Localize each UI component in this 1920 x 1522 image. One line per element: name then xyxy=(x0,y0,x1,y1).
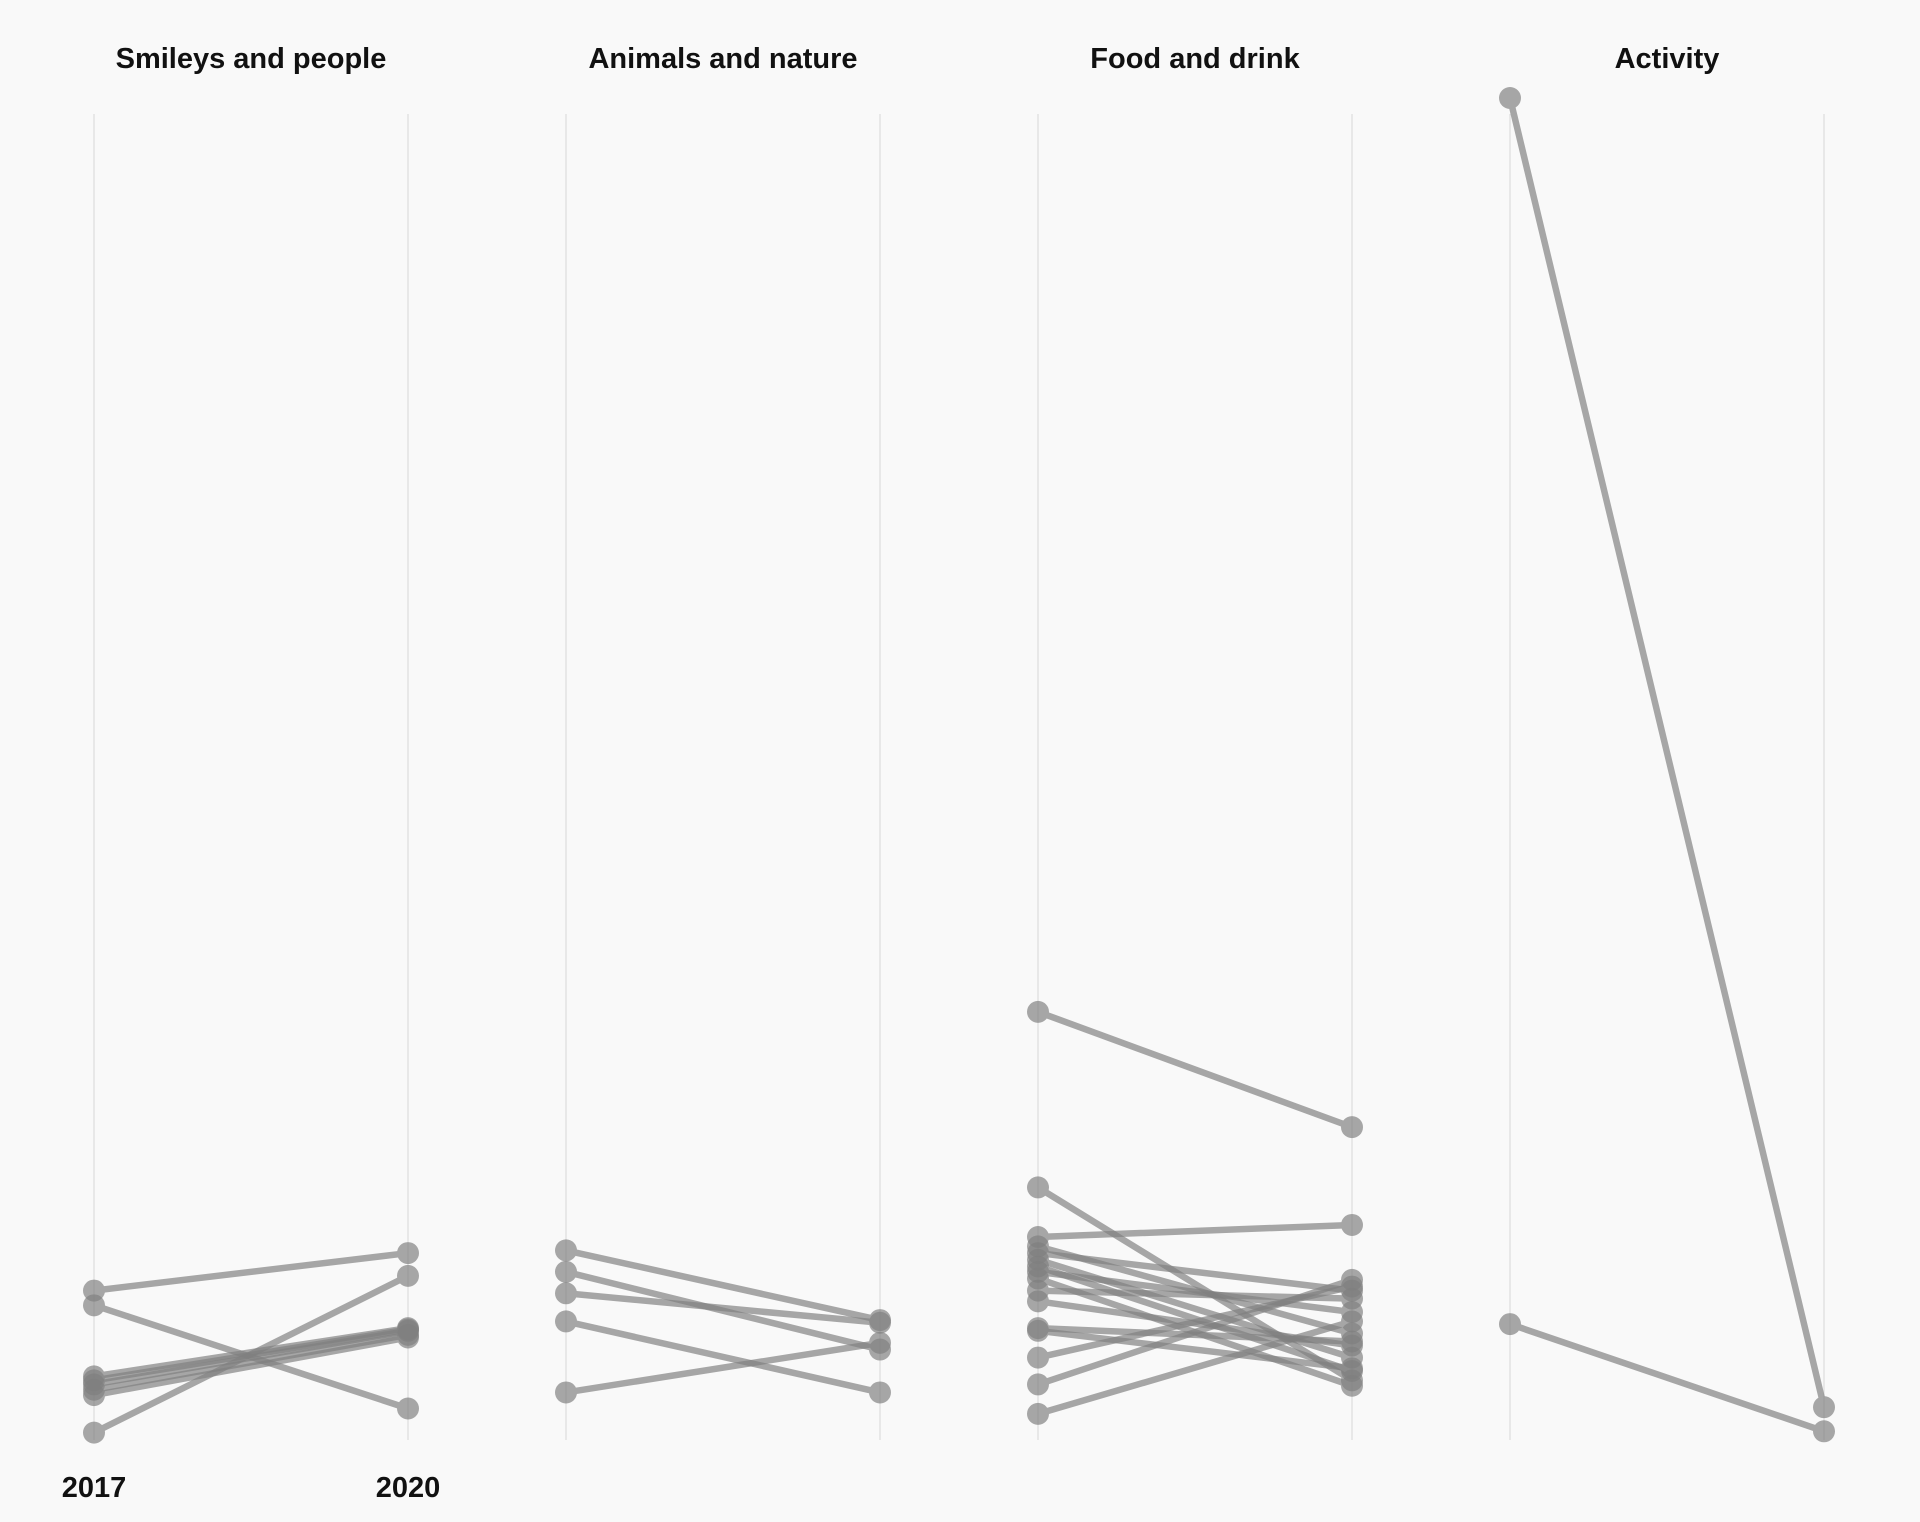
data-point-2020 xyxy=(1341,1116,1363,1139)
data-point-2017 xyxy=(83,1294,105,1317)
slope-line xyxy=(562,1339,884,1396)
slope-line xyxy=(1034,1249,1356,1294)
series-line xyxy=(1027,1310,1363,1425)
series-line xyxy=(83,1326,419,1407)
data-point-2017 xyxy=(1027,1346,1049,1369)
slope-line xyxy=(90,1249,412,1294)
data-point-2020 xyxy=(397,1397,419,1420)
slope-line xyxy=(1034,1327,1356,1372)
data-point-2020 xyxy=(397,1326,419,1349)
series-line xyxy=(1499,87,1835,1419)
chart-panels: Smileys and people 2017 2020 Animals and na… xyxy=(62,43,1835,1504)
data-point-2020 xyxy=(1341,1374,1363,1397)
data-point-2017 xyxy=(1027,1373,1049,1396)
data-point-2020 xyxy=(869,1381,891,1404)
series-line xyxy=(555,1310,891,1404)
data-point-2020 xyxy=(397,1242,419,1265)
slope-line xyxy=(1506,94,1828,1411)
panel-title: Smileys and people xyxy=(116,43,387,75)
slope-line xyxy=(90,1334,412,1399)
slope-line xyxy=(1034,1318,1356,1418)
panel-2: Food and drink xyxy=(1027,43,1363,1440)
data-point-2020 xyxy=(1341,1330,1363,1353)
slope-line xyxy=(1506,1320,1828,1435)
data-point-2017 xyxy=(555,1282,577,1305)
x-tick-label-2020: 2020 xyxy=(376,1472,441,1504)
data-point-2020 xyxy=(1341,1310,1363,1333)
series-line xyxy=(1027,1000,1363,1139)
data-point-2017 xyxy=(1499,1313,1521,1336)
data-point-2020 xyxy=(1813,1420,1835,1443)
x-tick-label-2017: 2017 xyxy=(62,1472,127,1504)
data-point-2017 xyxy=(1027,1290,1049,1313)
panel-title: Activity xyxy=(1615,43,1720,75)
slope-line xyxy=(562,1247,884,1324)
data-point-2017 xyxy=(1499,87,1521,109)
series-line xyxy=(555,1282,891,1334)
series-line xyxy=(1027,1213,1363,1248)
data-point-2017 xyxy=(1027,1000,1049,1023)
slope-line xyxy=(1034,1008,1356,1131)
data-point-2017 xyxy=(1027,1402,1049,1425)
series-line xyxy=(555,1331,891,1404)
data-point-2017 xyxy=(83,1384,105,1407)
data-point-2017 xyxy=(555,1310,577,1333)
series-line xyxy=(1027,1319,1363,1380)
series-line xyxy=(1499,1313,1835,1443)
data-point-2020 xyxy=(1341,1357,1363,1380)
data-point-2017 xyxy=(555,1381,577,1404)
panel-0: Smileys and people 2017 2020 xyxy=(62,43,441,1504)
panel-3: Activity xyxy=(1499,43,1835,1443)
slope-line xyxy=(90,1272,412,1436)
data-point-2020 xyxy=(1813,1396,1835,1419)
data-point-2017 xyxy=(555,1239,577,1262)
data-point-2017 xyxy=(1027,1176,1049,1199)
slope-line xyxy=(1034,1276,1356,1388)
slope-line xyxy=(562,1318,884,1396)
slope-line xyxy=(1034,1263,1356,1375)
data-point-2017 xyxy=(555,1260,577,1283)
slope-line xyxy=(1034,1221,1356,1241)
panel-title: Food and drink xyxy=(1090,43,1300,75)
data-point-2020 xyxy=(869,1331,891,1354)
series-line xyxy=(1027,1268,1363,1396)
data-point-2017 xyxy=(83,1421,105,1444)
data-point-2020 xyxy=(397,1264,419,1287)
panel-1: Animals and nature xyxy=(555,43,891,1440)
data-point-2020 xyxy=(869,1311,891,1334)
slope-line xyxy=(562,1290,884,1327)
data-point-2020 xyxy=(1341,1268,1363,1291)
slope-line xyxy=(1034,1184,1356,1384)
panel-title: Animals and nature xyxy=(588,43,857,75)
data-point-2020 xyxy=(1341,1213,1363,1236)
series-line xyxy=(83,1264,419,1444)
data-point-2017 xyxy=(1027,1319,1049,1342)
